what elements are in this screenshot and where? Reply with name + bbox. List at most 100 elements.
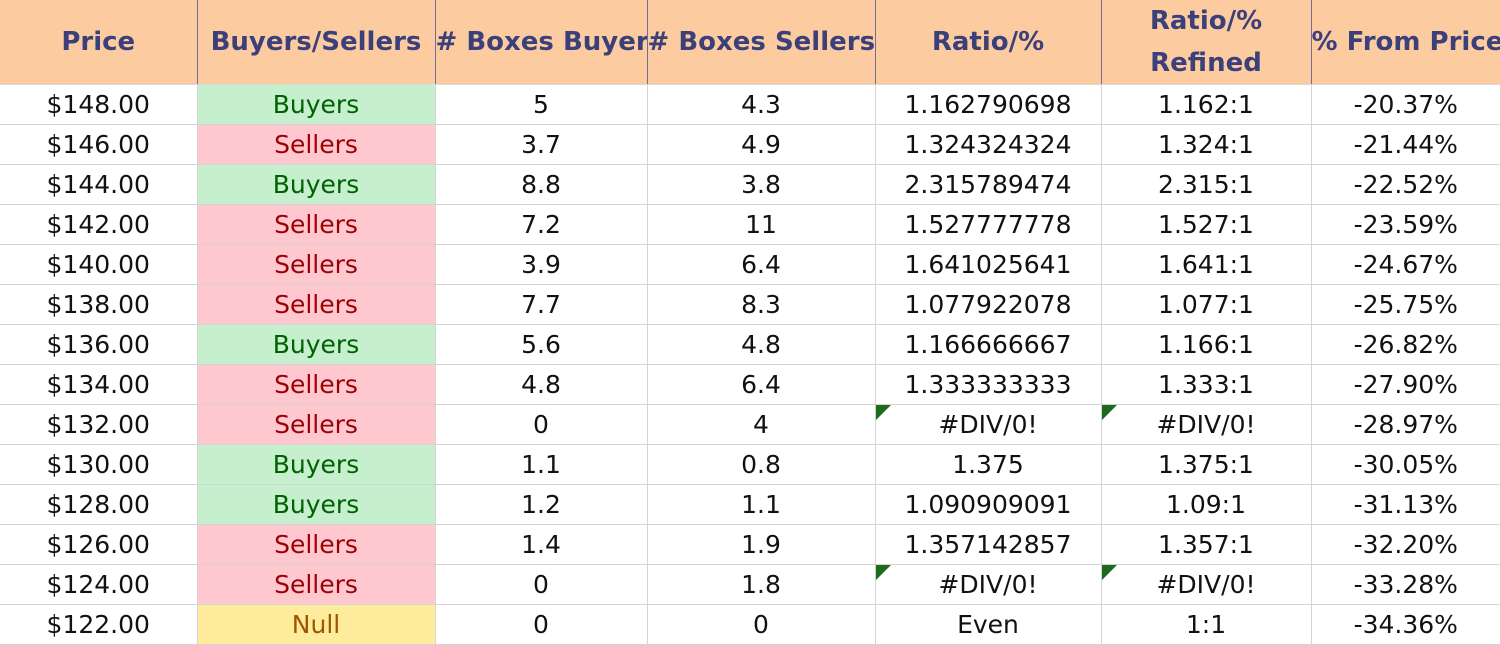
ratio-refined-cell[interactable]: 1.324:1 (1101, 124, 1312, 165)
from-price-cell[interactable]: -32.20% (1311, 524, 1500, 565)
from-price-cell[interactable]: -28.97% (1311, 404, 1500, 445)
status-cell[interactable]: Buyers (197, 484, 436, 525)
ratio-refined-cell[interactable]: #DIV/0! (1101, 564, 1312, 605)
boxes-sellers-cell[interactable]: 1.9 (647, 524, 876, 565)
ratio-cell[interactable]: 1.357142857 (875, 524, 1102, 565)
price-cell[interactable]: $124.00 (0, 564, 198, 605)
boxes-buyers-cell[interactable]: 1.1 (435, 444, 648, 485)
ratio-refined-cell[interactable]: 1:1 (1101, 604, 1312, 645)
boxes-sellers-cell[interactable]: 4 (647, 404, 876, 445)
from-price-cell[interactable]: -22.52% (1311, 164, 1500, 205)
status-cell[interactable]: Buyers (197, 84, 436, 125)
ratio-refined-cell[interactable]: 1.333:1 (1101, 364, 1312, 405)
ratio-cell[interactable]: 1.333333333 (875, 364, 1102, 405)
price-cell[interactable]: $146.00 (0, 124, 198, 165)
price-cell[interactable]: $132.00 (0, 404, 198, 445)
from-price-cell[interactable]: -25.75% (1311, 284, 1500, 325)
ratio-cell[interactable]: 2.315789474 (875, 164, 1102, 205)
boxes-sellers-cell[interactable]: 1.8 (647, 564, 876, 605)
status-cell[interactable]: Sellers (197, 124, 436, 165)
ratio-refined-cell[interactable]: 2.315:1 (1101, 164, 1312, 205)
boxes-buyers-cell[interactable]: 5 (435, 84, 648, 125)
status-cell[interactable]: Sellers (197, 564, 436, 605)
boxes-buyers-cell[interactable]: 4.8 (435, 364, 648, 405)
price-cell[interactable]: $130.00 (0, 444, 198, 485)
ratio-refined-cell[interactable]: 1.357:1 (1101, 524, 1312, 565)
status-cell[interactable]: Buyers (197, 164, 436, 205)
ratio-refined-cell[interactable]: 1.375:1 (1101, 444, 1312, 485)
ratio-cell[interactable]: 1.641025641 (875, 244, 1102, 285)
boxes-buyers-cell[interactable]: 8.8 (435, 164, 648, 205)
boxes-sellers-cell[interactable]: 6.4 (647, 244, 876, 285)
ratio-refined-cell[interactable]: 1.166:1 (1101, 324, 1312, 365)
boxes-sellers-cell[interactable]: 4.9 (647, 124, 876, 165)
boxes-buyers-cell[interactable]: 3.9 (435, 244, 648, 285)
boxes-buyers-cell[interactable]: 0 (435, 564, 648, 605)
price-cell[interactable]: $140.00 (0, 244, 198, 285)
ratio-cell[interactable]: 1.090909091 (875, 484, 1102, 525)
boxes-sellers-cell[interactable]: 0.8 (647, 444, 876, 485)
ratio-cell[interactable]: 1.527777778 (875, 204, 1102, 245)
price-cell[interactable]: $136.00 (0, 324, 198, 365)
ratio-refined-cell[interactable]: #DIV/0! (1101, 404, 1312, 445)
price-cell[interactable]: $134.00 (0, 364, 198, 405)
header-buyers-sellers[interactable]: Buyers/Sellers (197, 0, 436, 85)
ratio-refined-cell[interactable]: 1.527:1 (1101, 204, 1312, 245)
from-price-cell[interactable]: -23.59% (1311, 204, 1500, 245)
boxes-buyers-cell[interactable]: 7.2 (435, 204, 648, 245)
header-from-price[interactable]: % From Price (1311, 0, 1500, 85)
from-price-cell[interactable]: -24.67% (1311, 244, 1500, 285)
boxes-buyers-cell[interactable]: 7.7 (435, 284, 648, 325)
boxes-sellers-cell[interactable]: 0 (647, 604, 876, 645)
status-cell[interactable]: Sellers (197, 284, 436, 325)
status-cell[interactable]: Sellers (197, 524, 436, 565)
header-price[interactable]: Price (0, 0, 198, 85)
ratio-cell[interactable]: 1.324324324 (875, 124, 1102, 165)
from-price-cell[interactable]: -20.37% (1311, 84, 1500, 125)
status-cell[interactable]: Buyers (197, 324, 436, 365)
boxes-buyers-cell[interactable]: 3.7 (435, 124, 648, 165)
ratio-refined-cell[interactable]: 1.09:1 (1101, 484, 1312, 525)
boxes-buyers-cell[interactable]: 0 (435, 604, 648, 645)
boxes-buyers-cell[interactable]: 1.2 (435, 484, 648, 525)
price-cell[interactable]: $126.00 (0, 524, 198, 565)
boxes-sellers-cell[interactable]: 1.1 (647, 484, 876, 525)
ratio-cell[interactable]: 1.077922078 (875, 284, 1102, 325)
from-price-cell[interactable]: -30.05% (1311, 444, 1500, 485)
boxes-buyers-cell[interactable]: 5.6 (435, 324, 648, 365)
boxes-sellers-cell[interactable]: 6.4 (647, 364, 876, 405)
from-price-cell[interactable]: -34.36% (1311, 604, 1500, 645)
status-cell[interactable]: Sellers (197, 364, 436, 405)
boxes-sellers-cell[interactable]: 4.8 (647, 324, 876, 365)
ratio-cell[interactable]: #DIV/0! (875, 404, 1102, 445)
boxes-buyers-cell[interactable]: 0 (435, 404, 648, 445)
boxes-sellers-cell[interactable]: 8.3 (647, 284, 876, 325)
status-cell[interactable]: Sellers (197, 244, 436, 285)
boxes-sellers-cell[interactable]: 3.8 (647, 164, 876, 205)
boxes-buyers-cell[interactable]: 1.4 (435, 524, 648, 565)
price-cell[interactable]: $138.00 (0, 284, 198, 325)
ratio-cell[interactable]: 1.166666667 (875, 324, 1102, 365)
header-boxes-buyers[interactable]: # Boxes Buyers (435, 0, 648, 85)
ratio-cell[interactable]: Even (875, 604, 1102, 645)
ratio-refined-cell[interactable]: 1.641:1 (1101, 244, 1312, 285)
from-price-cell[interactable]: -33.28% (1311, 564, 1500, 605)
status-cell[interactable]: Sellers (197, 204, 436, 245)
header-ratio[interactable]: Ratio/% (875, 0, 1102, 85)
boxes-sellers-cell[interactable]: 11 (647, 204, 876, 245)
header-ratio-refined[interactable]: Ratio/% Refined (1101, 0, 1312, 85)
ratio-refined-cell[interactable]: 1.162:1 (1101, 84, 1312, 125)
ratio-cell[interactable]: 1.162790698 (875, 84, 1102, 125)
ratio-cell[interactable]: #DIV/0! (875, 564, 1102, 605)
from-price-cell[interactable]: -31.13% (1311, 484, 1500, 525)
price-cell[interactable]: $122.00 (0, 604, 198, 645)
ratio-cell[interactable]: 1.375 (875, 444, 1102, 485)
boxes-sellers-cell[interactable]: 4.3 (647, 84, 876, 125)
status-cell[interactable]: Buyers (197, 444, 436, 485)
header-boxes-sellers[interactable]: # Boxes Sellers (647, 0, 876, 85)
price-cell[interactable]: $128.00 (0, 484, 198, 525)
price-cell[interactable]: $148.00 (0, 84, 198, 125)
price-cell[interactable]: $142.00 (0, 204, 198, 245)
price-cell[interactable]: $144.00 (0, 164, 198, 205)
status-cell[interactable]: Sellers (197, 404, 436, 445)
